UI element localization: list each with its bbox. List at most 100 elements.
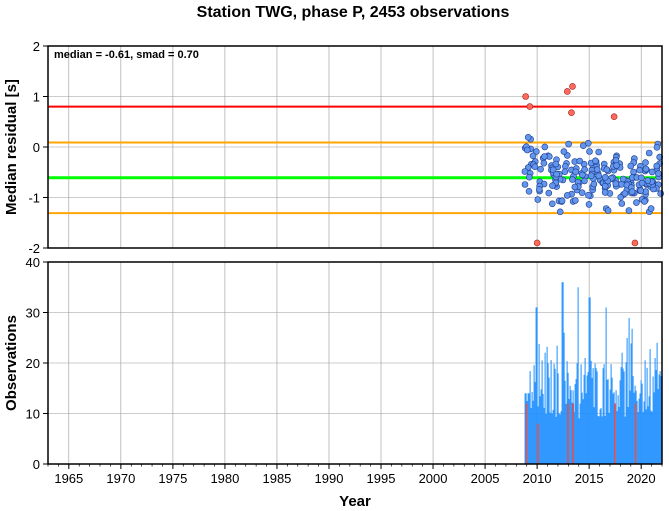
data-point [584,139,592,147]
observation-bar [559,414,561,464]
data-point [525,188,533,195]
x-tick-label: 1980 [210,471,239,486]
observation-bar [540,389,542,464]
x-tick-label: 1995 [367,471,396,486]
data-point [578,189,586,196]
observation-bar [601,416,603,464]
highlight-bar [634,403,637,464]
observation-bar [530,408,532,464]
data-point [571,197,579,204]
observation-bar [541,360,543,464]
data-point [523,146,531,154]
observation-bar [550,360,552,464]
outlier-point [631,239,639,247]
observation-bar [542,393,544,464]
observation-bar [576,363,578,464]
observation-bar [626,338,628,464]
data-point [585,191,592,199]
observation-bar [657,389,659,464]
observation-bar [581,392,583,464]
observation-bar [611,377,613,464]
x-tick-label: 1985 [262,471,291,486]
observation-bar [629,390,631,464]
observation-bar [649,349,651,464]
observation-bar [594,363,596,464]
data-point [531,163,539,170]
observation-bar [555,416,557,464]
observation-bar [579,403,581,464]
data-point [534,196,542,203]
observation-bar [605,307,607,464]
observation-bar [622,368,624,464]
data-point [585,201,593,208]
data-point [637,187,645,194]
data-point [641,198,648,205]
data-point [553,170,560,178]
observation-bar [528,393,530,464]
data-point [601,174,609,181]
data-point [621,190,629,197]
y-tick-label: 0 [33,457,40,472]
data-point [521,168,529,175]
observation-bar [652,376,654,464]
data-point [619,175,627,183]
data-point [548,200,556,208]
data-point [592,157,599,165]
residual-y-label: Median residual [s] [3,79,20,215]
observation-bar [638,398,640,464]
observation-bar [610,364,612,464]
observation-bar [563,332,565,464]
x-tick-label: 2000 [419,471,448,486]
observation-bar [546,346,548,464]
residual-grid [48,45,662,249]
observation-bar [575,379,577,464]
observation-bar [613,392,615,464]
observation-bar [651,411,653,464]
observation-bar [536,307,538,464]
observation-bar [591,377,593,464]
y-tick-label: -1 [28,191,40,206]
data-point [618,200,626,207]
observation-bar [654,358,656,464]
observation-bar [658,374,660,464]
observation-bar [598,416,600,464]
x-axis-label: Year [339,493,371,510]
data-point [613,162,620,169]
data-point [545,189,553,197]
observation-bar [609,389,611,464]
observation-bar [642,412,644,464]
y-tick-label: 1 [33,90,40,105]
observations-panel: 0 10 20 30 40 1965 1970 1975 1980 1985 1990 1995 20… [3,255,663,510]
observation-bar [617,395,619,464]
data-point [541,153,548,160]
data-point [549,166,557,174]
observation-bar [584,358,586,464]
data-point [642,159,649,166]
data-point [537,165,544,173]
highlight-bar [525,403,528,464]
observation-bar [603,364,605,464]
data-point [572,168,580,176]
observation-bar [569,385,571,464]
data-point [625,207,633,214]
data-point [593,166,601,173]
observation-bar [621,352,623,464]
observation-bar [531,392,533,464]
x-tick-label: 1975 [158,471,187,486]
data-point [647,205,655,212]
data-point [581,177,588,185]
data-point [653,162,661,170]
data-point [636,166,643,174]
observation-bar [533,365,535,464]
data-point [541,143,549,151]
data-point [540,159,548,167]
observation-bar [612,393,614,464]
data-point [521,181,529,188]
observation-bar [543,407,545,464]
observation-bar [606,379,608,464]
observation-bar [554,368,556,464]
observation-bar [602,368,604,464]
observation-bar [565,403,567,464]
observation-bar [604,416,606,464]
observation-bar [625,362,627,464]
